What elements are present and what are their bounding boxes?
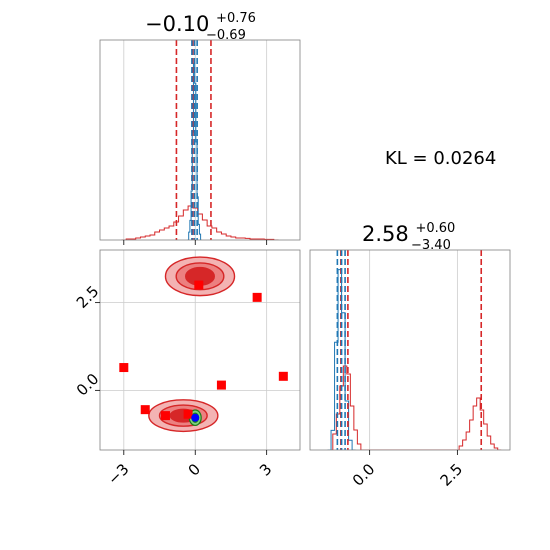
param1-minus: −0.69	[206, 28, 246, 43]
tick-marks: −3 0 3 0.0 2.5	[73, 282, 276, 488]
red-square-marker	[216, 380, 226, 390]
param2-minus: −3.40	[411, 238, 451, 253]
diagonal-panel-2: 0.0 2.5	[309, 249, 511, 490]
red-square-marker	[160, 411, 170, 421]
x-tick-label: 0	[185, 460, 204, 479]
red-square-marker	[119, 363, 129, 373]
panel-frame	[99, 249, 301, 451]
panel-frame	[309, 249, 511, 451]
red-square-marker	[252, 292, 262, 302]
y-tick-label: 2.5	[73, 282, 103, 312]
red-square-marker	[278, 371, 288, 381]
tick-marks: 0.0 2.5	[349, 450, 466, 490]
red-histogram	[455, 397, 502, 450]
param2-median: 2.58	[362, 222, 409, 246]
x-tick-label: 3	[256, 460, 275, 479]
param1-median: −0.10	[145, 12, 209, 36]
panel-frame	[99, 39, 301, 241]
red-histogram	[329, 365, 365, 450]
y-tick-label: 0.0	[73, 370, 103, 400]
diagonal-panel-1	[99, 39, 301, 245]
x-tick-label: 0.0	[349, 460, 379, 490]
x-tick-label: 2.5	[437, 460, 467, 490]
blue-histogram	[187, 63, 202, 240]
x-tick-label: −3	[104, 460, 132, 488]
param1-plus: +0.76	[216, 11, 256, 26]
red-histogram	[121, 205, 279, 240]
param2-plus: +0.60	[415, 221, 455, 236]
kl-label: KL = 0.0264	[385, 148, 496, 169]
histograms	[121, 40, 279, 240]
param1-title: −0.10 +0.76 −0.69	[145, 3, 263, 43]
histograms	[327, 250, 502, 450]
red-square-marker	[140, 405, 150, 415]
blue-point-marker	[191, 413, 200, 422]
grid-lines	[369, 250, 458, 450]
contours-and-points	[119, 256, 288, 433]
red-square-marker	[183, 409, 193, 419]
tick-marks	[123, 240, 268, 245]
red-square-marker	[194, 280, 204, 290]
scatter-panel: −3 0 3 0.0 2.5	[73, 249, 301, 488]
param2-title: 2.58 +0.60 −3.40	[362, 213, 462, 253]
